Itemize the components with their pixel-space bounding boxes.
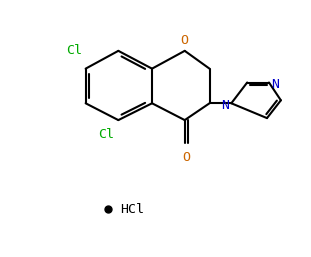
Text: O: O	[181, 34, 189, 47]
Text: Cl: Cl	[66, 44, 82, 57]
Text: HCl: HCl	[120, 203, 144, 216]
Text: O: O	[183, 151, 191, 164]
Text: Cl: Cl	[98, 128, 114, 141]
Text: N: N	[221, 99, 229, 112]
Text: N: N	[271, 78, 279, 91]
